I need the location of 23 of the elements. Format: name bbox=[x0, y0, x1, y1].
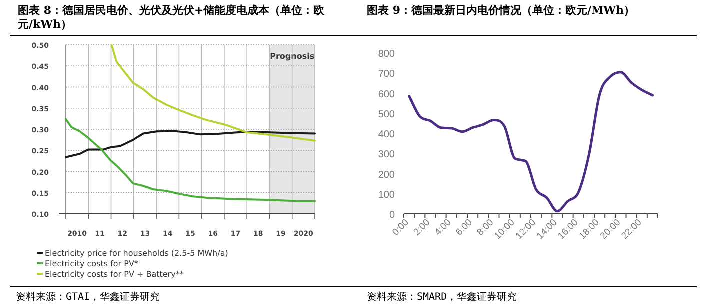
y-tick-label: 400 bbox=[378, 130, 396, 140]
x-tick-label: 6:00 bbox=[454, 217, 475, 238]
line-series bbox=[408, 71, 654, 213]
band-label: Prognosis bbox=[270, 52, 315, 61]
text: 资料来源：GTAI，华鑫证券研究 bbox=[16, 290, 160, 304]
y-tick-label: 600 bbox=[378, 89, 396, 100]
y-tick-label: 500 bbox=[378, 109, 396, 120]
chart-title: 图表 8：德国居民电价、光伏及光伏+储能度电成本（单位：欧元/kWh） bbox=[18, 4, 326, 32]
line-series bbox=[65, 130, 316, 158]
line-series bbox=[110, 44, 316, 142]
text: 资料来源：SMARD，华鑫证券研究 bbox=[367, 290, 518, 304]
y-tick-label: 800 bbox=[378, 49, 396, 60]
legend-label: Electricity costs for PV + Battery** bbox=[45, 270, 184, 279]
chart-title: 图表 9：德国最新日内电价情况（单位：欧元/MWh） bbox=[367, 4, 636, 18]
y-tick-label: 100 bbox=[378, 190, 396, 201]
legend-label: Electricity costs for PV* bbox=[45, 260, 138, 268]
line-series bbox=[65, 118, 316, 202]
y-tick-label: 300 bbox=[378, 150, 396, 161]
x-tick-label: 4:00 bbox=[432, 217, 454, 238]
y-tick-label: 700 bbox=[378, 69, 396, 80]
y-tick-label: 200 bbox=[378, 170, 396, 181]
x-tick-label: 8:00 bbox=[475, 217, 496, 238]
legend-label: Electricity price for households (2.5-5 MWh/a) bbox=[45, 249, 228, 258]
